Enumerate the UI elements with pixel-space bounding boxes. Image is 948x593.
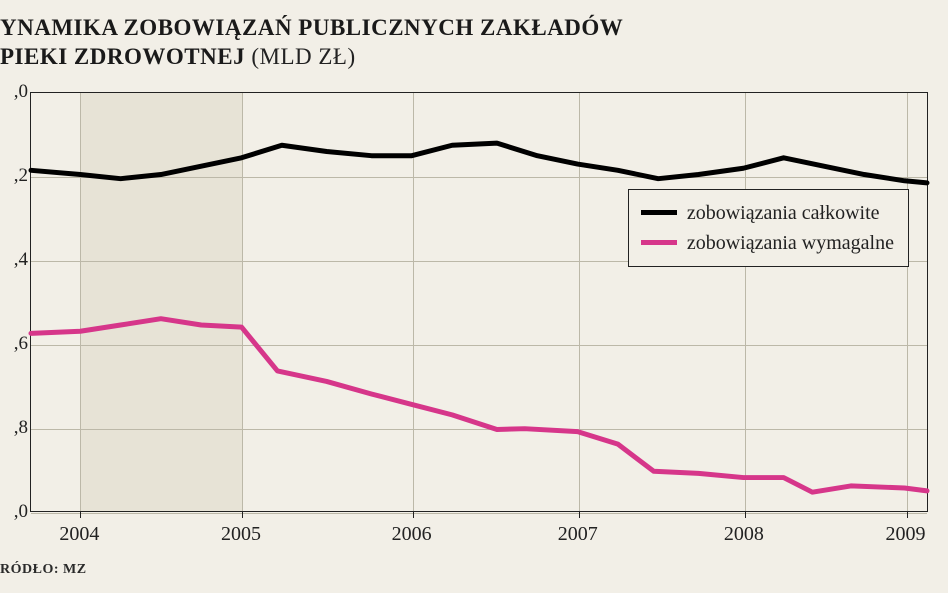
chart-legend: zobowiązania całkowite zobowiązania wyma…	[628, 189, 909, 267]
x-tick-label: 2008	[724, 523, 764, 546]
y-tick-label: ,2	[0, 165, 28, 187]
y-tick-label: ,6	[0, 333, 28, 355]
x-tick-label: 2005	[221, 523, 261, 546]
title-line1: YNAMIKA ZOBOWIĄZAŃ PUBLICZNYCH ZAKŁADÓW	[0, 15, 623, 40]
title-unit: (MLD ZŁ)	[251, 44, 355, 69]
legend-item-calkowite: zobowiązania całkowite	[641, 198, 894, 228]
chart-title: YNAMIKA ZOBOWIĄZAŃ PUBLICZNYCH ZAKŁADÓW …	[0, 14, 948, 84]
plot-area: zobowiązania całkowite zobowiązania wyma…	[30, 92, 928, 512]
x-tick-label: 2004	[59, 523, 99, 546]
x-tick-label: 2006	[392, 523, 432, 546]
legend-swatch	[641, 240, 677, 245]
y-tick-label: ,0	[0, 81, 28, 103]
x-tick-label: 2007	[558, 523, 598, 546]
legend-item-wymagalne: zobowiązania wymagalne	[641, 228, 894, 258]
title-line2: PIEKI ZDROWOTNEJ	[0, 44, 245, 69]
series-calkowite	[31, 143, 927, 183]
x-tick-label: 2009	[886, 523, 926, 546]
legend-label: zobowiązania całkowite	[687, 198, 880, 228]
chart-lines	[31, 93, 927, 511]
chart-source: RÓDŁO: MZ	[0, 562, 948, 578]
y-tick-label: ,4	[0, 249, 28, 271]
y-tick-label: ,8	[0, 417, 28, 439]
line-chart: ,0 ,2 ,4 ,6 ,8 ,0 zobowiązania całkowite zobo…	[0, 84, 935, 554]
series-wymagalne	[31, 318, 927, 491]
legend-swatch	[641, 210, 677, 215]
legend-label: zobowiązania wymagalne	[687, 228, 894, 258]
y-tick-label: ,0	[0, 501, 28, 523]
